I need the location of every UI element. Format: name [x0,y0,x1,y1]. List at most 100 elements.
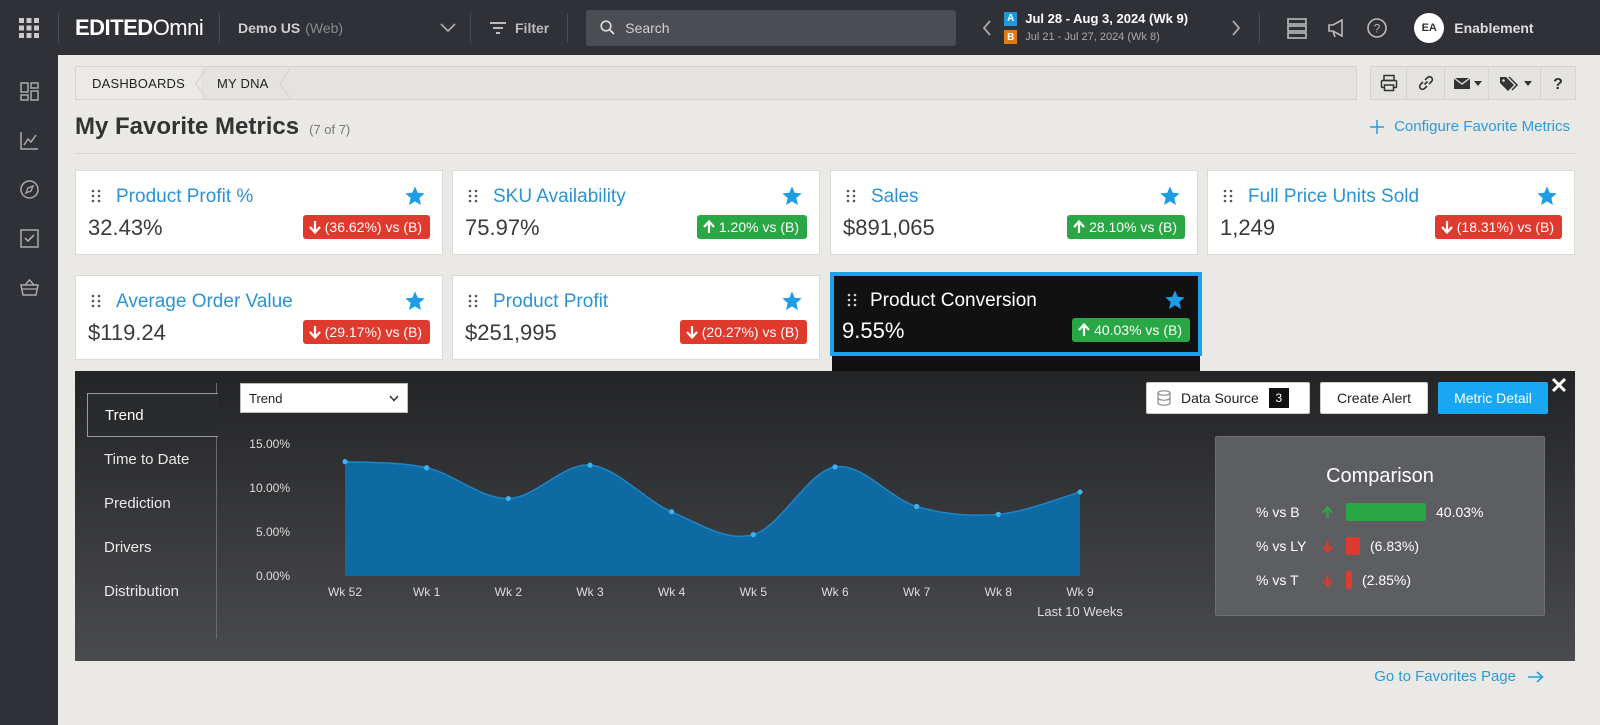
delta-badge: (36.62%) vs (B) [302,215,430,239]
tag-menu-button[interactable] [1489,67,1541,99]
metric-detail-panel: Trend Time to Date Prediction Drivers Di… [75,371,1575,661]
divider [1259,12,1261,43]
basket-icon[interactable] [19,277,40,298]
arrow-right-icon [1528,670,1544,683]
metric-card-sales[interactable]: Sales $891,065 28.10% vs (B) [830,170,1198,255]
metric-card-average-order-value[interactable]: Average Order Value $119.24 (29.17%) vs … [75,275,443,360]
email-menu-button[interactable] [1445,67,1489,99]
go-to-favorites-link[interactable]: Go to Favorites Page [1374,668,1544,685]
metric-card-full-price-units[interactable]: Full Price Units Sold 1,249 (18.31%) vs … [1207,170,1575,255]
breadcrumb-my-dna[interactable]: MY DNA [201,67,291,100]
brand-left: EDITED [75,14,153,40]
help-icon[interactable]: ? [1366,17,1388,39]
data-point [669,509,675,515]
metric-card-product-profit-pct[interactable]: Product Profit % 32.43% (36.62%) vs (B) [75,170,443,255]
comparison-value: 40.03% [1436,504,1484,520]
email-icon [1453,77,1470,89]
breadcrumb-dashboards[interactable]: DASHBOARDS [76,67,208,100]
search-input[interactable] [625,19,926,36]
link-button[interactable] [1407,67,1445,99]
help-button[interactable]: ? [1541,67,1575,99]
line-chart-icon[interactable] [19,130,40,151]
metric-value: 75.97% [465,215,540,240]
view-select[interactable]: Trend [240,383,408,413]
close-icon[interactable] [1551,377,1567,393]
brand-logo[interactable]: EDITEDOmni [59,15,219,41]
metric-card-product-profit[interactable]: Product Profit $251,995 (20.27%) vs (B) [452,275,820,360]
tab-time-to-date[interactable]: Time to Date [104,450,190,468]
dashboard-icon[interactable] [19,81,40,102]
tab-drivers[interactable]: Drivers [104,538,152,556]
metric-title[interactable]: SKU Availability [493,186,626,207]
metric-title[interactable]: Product Profit % [116,186,254,207]
search-box [586,9,957,46]
drag-handle-icon[interactable] [90,189,102,203]
star-icon[interactable] [781,185,803,207]
metric-card-sku-availability[interactable]: SKU Availability 75.97% 1.20% vs (B) [452,170,820,255]
database-icon[interactable] [1286,17,1308,39]
drag-handle-icon[interactable] [90,294,102,308]
tag-icon [1499,76,1518,91]
period-b-badge: B [1004,30,1018,44]
metric-value: $891,065 [843,215,935,240]
arrow-down-icon [1316,574,1338,587]
chevron-right-icon[interactable] [1231,19,1241,36]
x-tick-label: Wk 8 [985,585,1013,599]
star-icon[interactable] [404,290,426,312]
x-tick-label: Wk 2 [495,585,523,599]
print-button[interactable] [1371,67,1407,99]
metric-detail-button[interactable]: Metric Detail [1438,382,1548,414]
filter-button[interactable]: Filter [471,20,567,36]
drag-handle-icon[interactable] [845,189,857,203]
star-icon[interactable] [1164,289,1186,311]
drag-handle-icon[interactable] [1222,189,1234,203]
metric-title[interactable]: Full Price Units Sold [1248,186,1420,207]
comparison-row-vs-t: % vs T (2.85%) [1256,571,1411,589]
metric-value: 9.55% [842,318,905,343]
chevron-left-icon[interactable] [982,19,992,36]
svg-text:?: ? [1553,76,1563,92]
apps-grid-icon[interactable] [0,0,58,55]
user-menu[interactable]: EA Enablement [1414,12,1534,43]
metric-title[interactable]: Product Profit [493,291,609,312]
delta-badge: 1.20% vs (B) [696,215,807,239]
metric-card-product-conversion[interactable]: Product Conversion 9.55% 40.03% vs (B) [830,272,1202,356]
caret-down-icon [1473,81,1482,86]
checkbox-icon[interactable] [19,228,40,249]
data-point [750,532,756,538]
star-icon[interactable] [404,185,426,207]
metric-title[interactable]: Sales [871,186,919,207]
create-alert-button[interactable]: Create Alert [1320,382,1428,414]
star-icon[interactable] [1536,185,1558,207]
compass-icon[interactable] [19,179,40,200]
star-icon[interactable] [781,290,803,312]
divider [567,12,569,43]
arrow-up-icon [703,220,715,233]
arrow-down-icon [308,221,321,234]
data-source-button[interactable]: Data Source 3 [1146,382,1310,414]
star-icon[interactable] [1159,185,1181,207]
trend-chart: 15.00% 10.00% 5.00% 0.00% Wk 52 Wk 1 Wk 2 Wk 3 W… [249,437,1123,619]
drag-handle-icon[interactable] [846,293,858,307]
delta-text: 28.10% vs (B) [1089,219,1177,235]
link-icon [1418,75,1433,91]
metric-title[interactable]: Average Order Value [116,291,293,312]
date-ranges[interactable]: A Jul 28 - Aug 3, 2024 (Wk 9) B Jul 21 - J… [1004,11,1219,44]
delta-badge: 28.10% vs (B) [1067,215,1185,239]
megaphone-icon[interactable] [1326,17,1348,39]
metric-count: (7 of 7) [309,122,351,137]
view-tabs: Trend Time to Date Prediction Drivers Di… [87,383,218,639]
tab-distribution[interactable]: Distribution [104,582,180,600]
divider [219,12,220,43]
tab-prediction[interactable]: Prediction [104,494,171,512]
metric-title[interactable]: Product Conversion [870,290,1037,311]
configure-favorites-link[interactable]: Configure Favorite Metrics [1370,118,1570,135]
metric-value: 1,249 [1220,215,1276,240]
svg-text:?: ? [1374,21,1381,35]
metric-value: 32.43% [88,215,163,240]
account-selector[interactable]: Demo US (Web) [220,20,470,36]
tab-trend[interactable]: Trend [87,393,218,437]
x-tick-label: Wk 1 [413,585,441,599]
drag-handle-icon[interactable] [467,189,479,203]
drag-handle-icon[interactable] [467,294,479,308]
